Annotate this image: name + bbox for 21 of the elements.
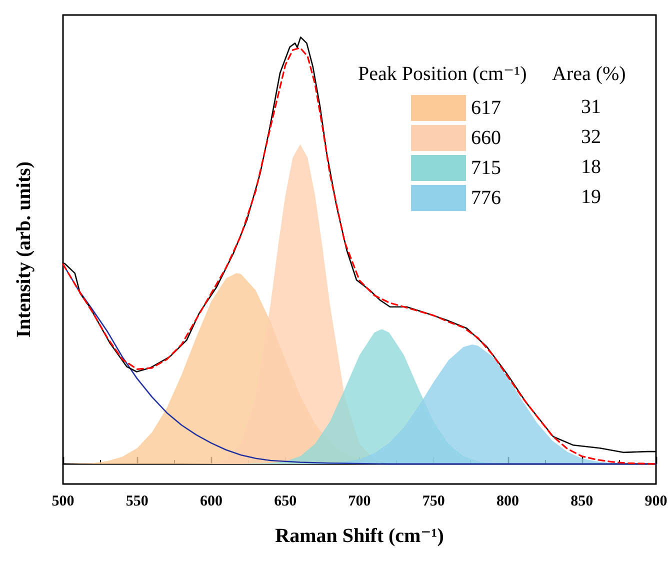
annotation: 18 <box>581 156 601 178</box>
annotation: 32 <box>581 126 601 148</box>
x-tick-label: 500 <box>52 494 74 510</box>
x-tick-label: 600 <box>200 494 222 510</box>
annotation: 31 <box>581 96 601 118</box>
legend-label: 660 <box>471 127 501 149</box>
legend-title: Peak Position (cm⁻¹) <box>358 63 527 85</box>
x-tick-label: 550 <box>126 494 148 510</box>
y-axis-title: Intensity (arb. units) <box>13 161 35 338</box>
annotation: 19 <box>581 186 601 208</box>
x-tick-label: 800 <box>496 494 519 510</box>
x-tick-label: 900 <box>644 494 668 510</box>
x-tick-label: 650 <box>274 494 297 510</box>
x-tick-label: 850 <box>570 494 594 510</box>
legend-label: 617 <box>471 97 501 119</box>
legend-label: 776 <box>471 187 501 209</box>
x-axis-title: Raman Shift (cm⁻¹) <box>275 525 444 547</box>
legend-label: 715 <box>471 157 501 179</box>
x-tick-label: 750 <box>422 494 445 510</box>
annotation: Area (%) <box>552 63 626 85</box>
x-tick-label: 700 <box>348 494 371 510</box>
